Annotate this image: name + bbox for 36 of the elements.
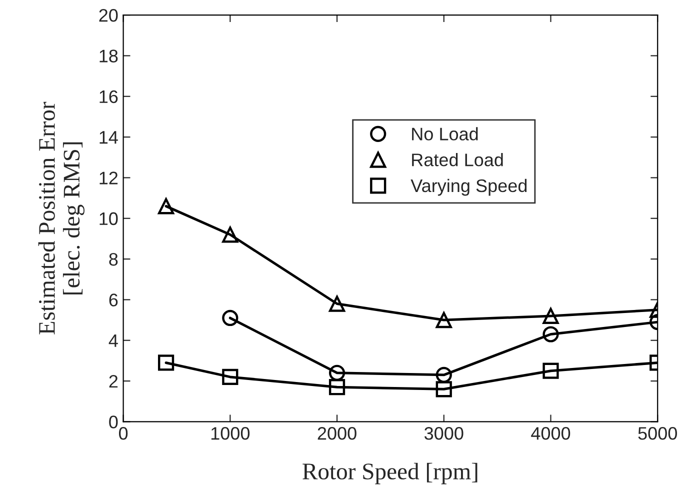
y-tick-label: 14 [100, 131, 118, 144]
point [158, 198, 174, 214]
y-tick-label: 0 [109, 416, 118, 428]
y-tick-label: 10 [100, 212, 118, 226]
x-tick-label: 1000 [211, 427, 250, 440]
point [328, 364, 346, 381]
y-tick-label: 18 [100, 50, 118, 62]
y-tick-label: 20 [99, 8, 118, 22]
point [542, 308, 559, 324]
point [158, 354, 174, 371]
y-tick-label: 12 [100, 172, 118, 184]
point [222, 310, 238, 326]
y-tick-label: 6 [109, 294, 118, 306]
x-tick-label: 0 [118, 427, 128, 440]
point [436, 381, 452, 398]
point [542, 326, 559, 342]
x-tick-label: 2000 [318, 427, 356, 440]
point [222, 368, 238, 386]
x-tick-label: 4000 [531, 427, 570, 440]
y-tick-label: 8 [109, 252, 118, 266]
x-tick-label: 3000 [424, 427, 464, 440]
legend-label: Rated Load [412, 153, 503, 166]
legend-label: Varying Speed [410, 178, 527, 196]
point [542, 362, 559, 379]
point [222, 226, 238, 243]
point [328, 379, 346, 396]
legend-label: No Load [412, 127, 478, 140]
y-tick-label: 16 [100, 90, 118, 104]
point [328, 296, 346, 312]
x-tick-label: 5000 [638, 427, 677, 440]
point [436, 312, 452, 328]
y-tick-label: 2 [109, 374, 118, 388]
y-axis-title: Estimated Position Error [elec. deg RMS] [38, 102, 84, 334]
point [436, 366, 452, 383]
y-tick-label: 4 [108, 334, 118, 347]
x-axis-title: Rotor Speed [rpm] [302, 462, 478, 484]
